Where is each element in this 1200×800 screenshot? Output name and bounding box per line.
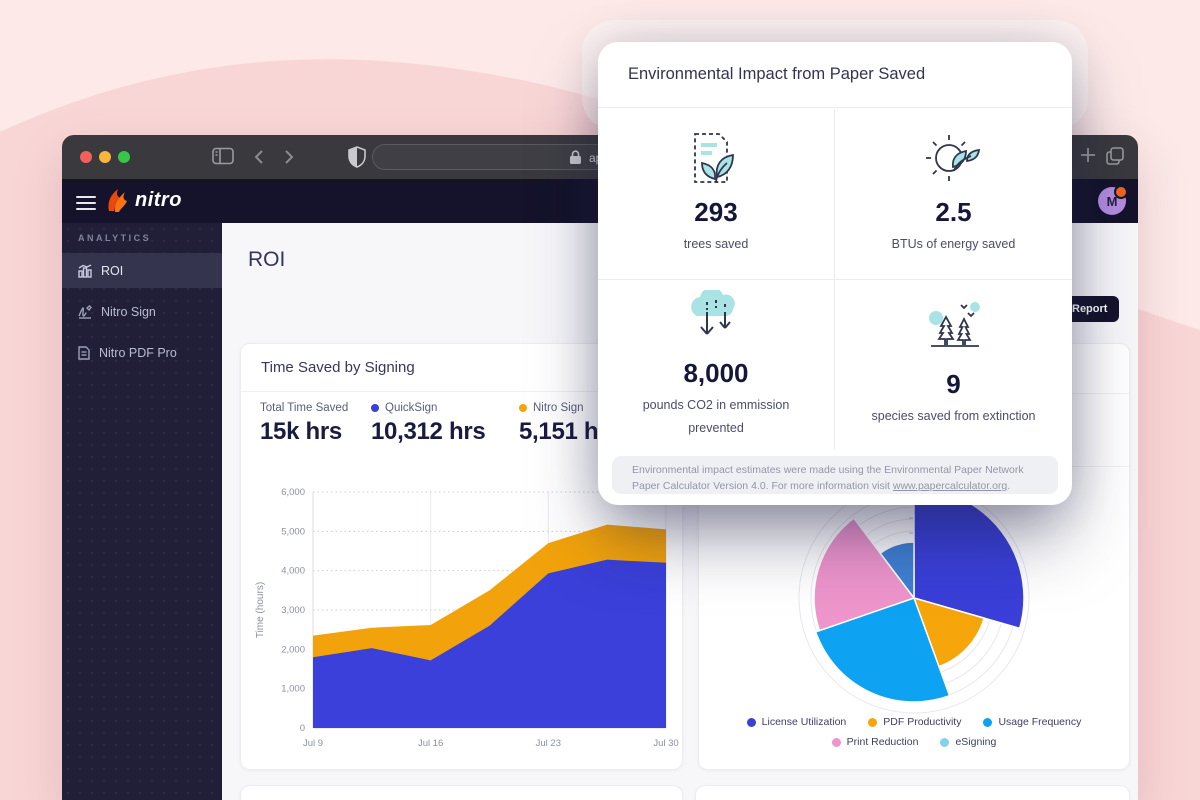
report-button-label: Report <box>1072 303 1108 315</box>
impact-label: pounds CO2 in emmission prevented <box>642 397 790 435</box>
stat-label: QuickSign <box>385 402 438 414</box>
svg-text:5,000: 5,000 <box>281 526 305 537</box>
paper-leaves-icon <box>694 133 734 184</box>
legend-dot-icon <box>940 737 950 747</box>
roi-polar-chart <box>798 482 1030 714</box>
legend-label: License Utilization <box>761 716 847 728</box>
svg-text:Jul 9: Jul 9 <box>303 738 323 749</box>
page-title: ROI <box>248 248 286 271</box>
legend-item[interactable]: PDF Productivity <box>868 716 961 728</box>
legend-label: eSigning <box>955 736 997 748</box>
impact-cell-co2: 8,000 pounds CO2 in emmission prevented <box>598 279 835 450</box>
stat-value: 10,312 hrs <box>371 418 486 445</box>
stat-label: Nitro Sign <box>533 402 584 414</box>
legend-dot-icon <box>868 717 878 727</box>
tabs-overview-icon[interactable] <box>1106 147 1124 170</box>
environmental-impact-card: Environmental Impact from Paper Saved 29… <box>598 42 1072 505</box>
svg-text:Jul 23: Jul 23 <box>536 738 561 749</box>
legend-item[interactable]: License Utilization <box>746 716 847 728</box>
sidebar: ANALYTICS ROI Nitro Sign Nitro PDF Pro <box>62 223 222 800</box>
time-saved-area-chart: 0 1,000 2,000 3,000 4,000 5,000 6,000 Jul 9 Jul … <box>255 487 679 749</box>
impact-label: BTUs of energy saved <box>891 237 1016 252</box>
avatar-initial: M <box>1106 193 1118 209</box>
impact-grid: 293 trees saved 2.5 BTUs of energy saved… <box>598 109 1072 450</box>
legend-label: PDF Productivity <box>883 716 962 728</box>
footnote-text: Environmental impact estimates were made… <box>632 464 1024 493</box>
nitro-flame-icon <box>108 189 127 212</box>
legend-item[interactable]: eSigning <box>940 736 996 748</box>
menu-icon[interactable] <box>76 192 96 214</box>
impact-value: 293 <box>694 197 738 228</box>
svg-text:1,000: 1,000 <box>281 684 305 695</box>
stat-value: 15k hrs <box>260 418 342 445</box>
impact-label: trees saved <box>683 237 749 252</box>
impact-card-title: Environmental Impact from Paper Saved <box>598 42 1072 108</box>
legend-label: Print Reduction <box>846 736 919 748</box>
svg-text:6,000: 6,000 <box>281 487 305 498</box>
quicksign-dot-icon <box>371 404 379 412</box>
sidebar-item-label: Nitro Sign <box>101 304 156 319</box>
legend-dot-icon <box>983 717 993 727</box>
impact-value: 8,000 <box>683 357 749 388</box>
polar-legend-row-1: License Utilization PDF Productivity Usage… <box>699 716 1129 728</box>
energy-leaves-icon <box>925 135 980 182</box>
svg-text:2,000: 2,000 <box>281 644 305 655</box>
footnote-text: . <box>1007 480 1011 493</box>
legend-dot-icon <box>746 717 756 727</box>
nitro-logo[interactable]: nitro <box>106 187 182 213</box>
sidebar-item-roi[interactable]: ROI <box>62 253 222 288</box>
legend-item[interactable]: Print Reduction <box>831 736 919 748</box>
zoom-window-icon[interactable] <box>118 151 130 163</box>
sidebar-section-label: ANALYTICS <box>78 233 152 243</box>
sidebar-item-nitro-pdf-pro[interactable]: Nitro PDF Pro <box>62 335 222 370</box>
back-icon[interactable] <box>254 149 264 170</box>
stat-total-time-saved: Total Time Saved 15k hrs <box>260 402 348 446</box>
legend-item[interactable]: Usage Frequency <box>983 716 1081 728</box>
polar-legend-row-2: Print Reduction eSigning <box>699 736 1129 748</box>
new-tab-icon[interactable] <box>1080 147 1096 168</box>
bottom-right-card <box>695 785 1130 800</box>
svg-text:Jul 16: Jul 16 <box>418 738 443 749</box>
svg-text:Jul 30: Jul 30 <box>653 738 678 749</box>
time-saved-card: Time Saved by Signing Total Time Saved 1… <box>240 343 683 770</box>
document-icon <box>78 345 90 360</box>
bottom-left-card <box>240 785 683 800</box>
stat-label: Total Time Saved <box>260 402 349 414</box>
forward-icon[interactable] <box>284 149 294 170</box>
svg-text:4,000: 4,000 <box>281 566 305 577</box>
impact-footnote: Environmental impact estimates were made… <box>612 456 1058 494</box>
legend-dot-icon <box>831 737 841 747</box>
impact-label: species saved from extinction <box>871 409 1036 424</box>
signature-icon <box>78 304 92 319</box>
legend-label: Usage Frequency <box>998 716 1082 728</box>
impact-cell-species: 9 species saved from extinction <box>835 280 1072 451</box>
time-saved-card-title: Time Saved by Signing <box>241 344 682 392</box>
svg-text:0: 0 <box>300 723 305 734</box>
papercalculator-link[interactable]: www.papercalculator.org <box>892 480 1008 493</box>
shield-icon[interactable] <box>348 146 366 173</box>
logo-text: nitro <box>135 188 182 211</box>
sidebar-item-nitro-sign[interactable]: Nitro Sign <box>62 294 222 329</box>
co2-cloud-icon <box>691 289 735 335</box>
sidebar-toggle-icon[interactable] <box>212 147 234 170</box>
lock-icon <box>569 150 582 170</box>
minimize-window-icon[interactable] <box>99 151 111 163</box>
nitro-sign-dot-icon <box>519 404 527 412</box>
svg-text:3,000: 3,000 <box>281 605 305 616</box>
impact-cell-energy: 2.5 BTUs of energy saved <box>835 109 1072 280</box>
forest-birds-icon <box>928 302 980 348</box>
impact-value: 2.5 <box>935 197 972 228</box>
close-window-icon[interactable] <box>80 151 92 163</box>
stat-quicksign: QuickSign 10,312 hrs <box>371 402 486 446</box>
sidebar-item-label: ROI <box>101 263 124 278</box>
sidebar-item-label: Nitro PDF Pro <box>99 345 177 360</box>
avatar[interactable]: M <box>1098 185 1128 215</box>
impact-value: 9 <box>946 369 961 400</box>
impact-cell-trees: 293 trees saved <box>598 109 835 280</box>
svg-text:Time (hours): Time (hours) <box>255 582 266 638</box>
chart-icon <box>78 263 92 278</box>
